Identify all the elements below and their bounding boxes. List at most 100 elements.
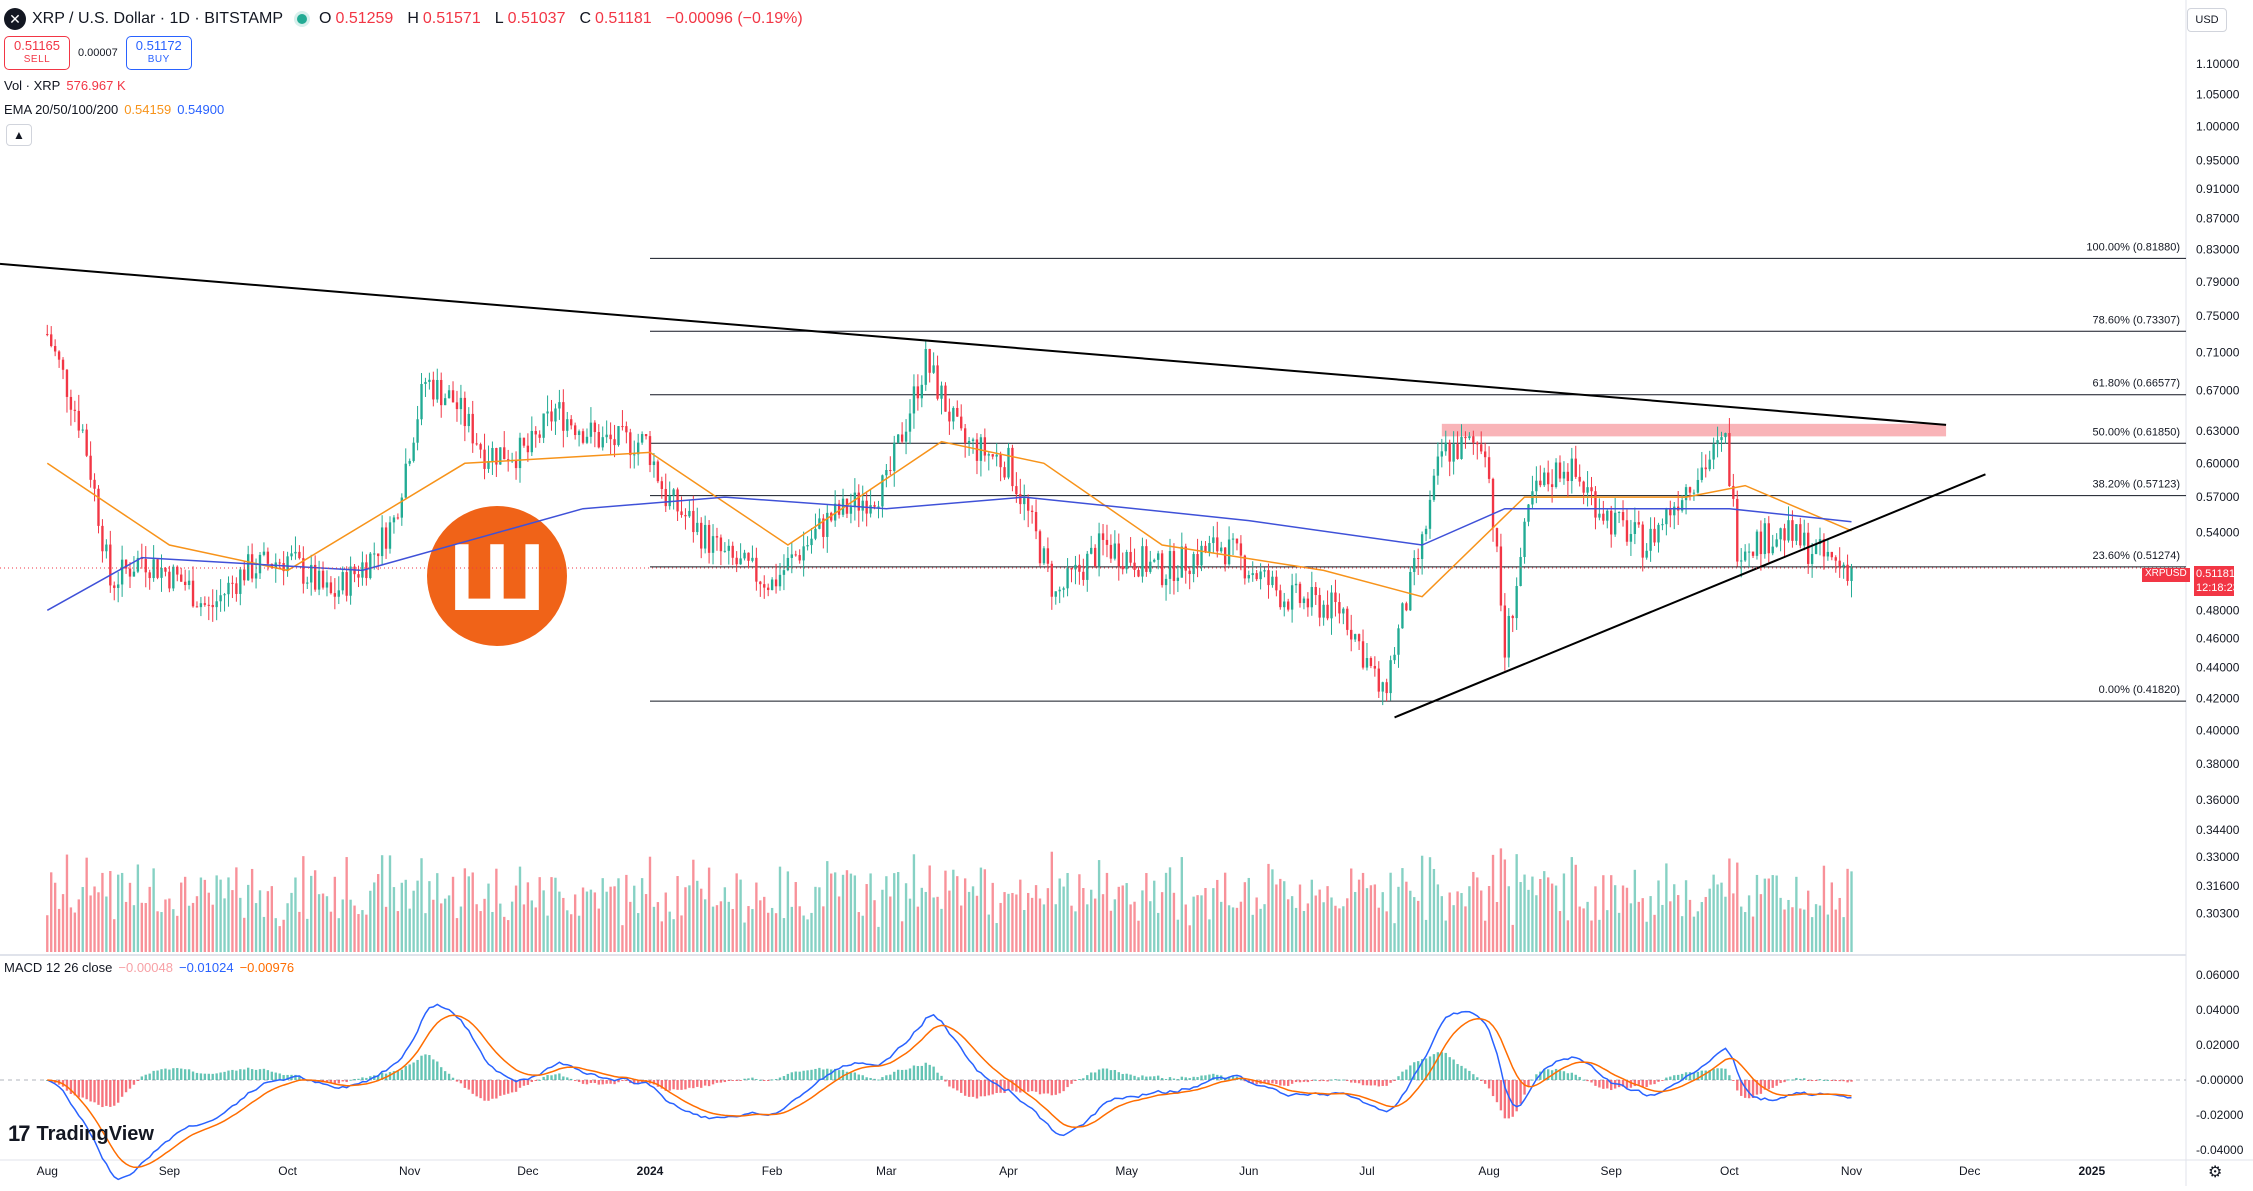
volume-bar (1602, 875, 1605, 952)
macd-histogram-bar (1543, 1069, 1546, 1080)
currency-button[interactable]: USD (2187, 8, 2227, 32)
candle-body (1487, 457, 1491, 479)
macd-histogram-bar (1157, 1075, 1160, 1080)
candle-body (644, 434, 648, 437)
macd-histogram-bar (270, 1071, 273, 1080)
x-tick-label: Apr (999, 1164, 1018, 1178)
macd-histogram-bar (1448, 1057, 1451, 1080)
volume-bar (164, 899, 167, 952)
collapse-legend-button[interactable]: ▲ (6, 124, 32, 146)
volume-bar (69, 907, 73, 952)
volume-bar (885, 876, 888, 952)
candle-body (731, 545, 734, 558)
candle-body (778, 574, 782, 587)
candle-body (916, 386, 920, 399)
candle-body (1093, 547, 1097, 567)
gear-icon[interactable]: ⚙ (2208, 1164, 2223, 1181)
y-tick-label: 0.33000 (2196, 850, 2240, 864)
macd-histogram-bar (562, 1076, 565, 1080)
volume-bar (830, 873, 833, 952)
macd-tick-label: -0.02000 (2196, 1108, 2244, 1122)
candle-body (648, 436, 652, 466)
macd-histogram-bar (1539, 1071, 1542, 1080)
macd-histogram-bar (357, 1078, 360, 1080)
volume-bar (995, 923, 998, 952)
volume-bar (113, 919, 116, 952)
candle-body (885, 470, 888, 476)
macd-histogram-bar (459, 1080, 463, 1084)
volume-bar (250, 868, 254, 952)
macd-histogram-bar (944, 1080, 947, 1082)
macd-histogram-bar (1007, 1080, 1010, 1090)
volume-bar (1775, 875, 1778, 952)
volume-bar (1803, 909, 1806, 952)
candle-body (440, 379, 443, 406)
macd-histogram-bar (1606, 1080, 1609, 1089)
candle-body (1578, 476, 1581, 482)
candle-body (451, 390, 455, 403)
macd-histogram-bar (1724, 1068, 1727, 1080)
candle-body (1594, 491, 1597, 518)
macd-histogram-bar (703, 1080, 707, 1086)
macd-histogram-bar (1011, 1080, 1014, 1091)
macd-histogram-bar (1669, 1076, 1672, 1080)
candle-body (337, 590, 340, 597)
candle-body (1747, 551, 1751, 553)
candle-body (585, 436, 589, 443)
volume-legend[interactable]: Vol · XRP 576.967 K (4, 78, 126, 93)
y-tick-label: 0.30300 (2196, 906, 2240, 920)
volume-bar (818, 887, 821, 952)
macd-histogram-bar (1775, 1080, 1778, 1086)
volume-bar (1062, 886, 1065, 952)
volume-bar (1365, 888, 1369, 952)
macd-histogram-bar (227, 1070, 230, 1080)
candle-body (1373, 665, 1377, 669)
macd-histogram-bar (408, 1064, 411, 1080)
candle-body (333, 593, 337, 597)
macd-histogram-bar (120, 1080, 124, 1097)
buy-button[interactable]: 0.51172 BUY (125, 36, 192, 70)
volume-bar (963, 878, 967, 952)
candle-body (833, 503, 837, 521)
volume-bar (1787, 899, 1790, 952)
candle-body (656, 461, 660, 482)
tradingview-logo[interactable]: 17 TradingView (8, 1121, 154, 1146)
sell-button[interactable]: 0.51165 SELL (4, 36, 70, 70)
macd-histogram-bar (1290, 1080, 1294, 1084)
ema-legend[interactable]: EMA 20/50/100/200 0.54159 0.54900 (4, 102, 225, 117)
volume-bar (1342, 906, 1345, 952)
candle-body (727, 545, 730, 551)
macd-histogram-bar (420, 1055, 423, 1080)
candle-body (1547, 472, 1550, 485)
candle-body (262, 551, 266, 555)
volume-bar (384, 906, 388, 952)
macd-histogram-bar (1330, 1079, 1333, 1081)
macd-histogram-bar (424, 1054, 427, 1080)
macd-histogram-bar (987, 1080, 990, 1096)
symbol-title[interactable]: XRP / U.S. Dollar · 1D · BITSTAMP (32, 10, 284, 27)
macd-histogram-bar (1523, 1080, 1526, 1095)
candle-body (298, 551, 301, 559)
volume-bar (317, 894, 321, 952)
candle-body (1621, 512, 1625, 521)
macd-legend[interactable]: MACD 12 26 close −0.00048 −0.01024 −0.00976 (4, 960, 295, 975)
volume-bar (1716, 884, 1719, 952)
volume-bar (573, 894, 577, 952)
candle-body (1058, 589, 1061, 592)
candle-body (120, 559, 124, 585)
macd-histogram-bar (861, 1075, 864, 1080)
candle-body (136, 557, 140, 572)
candle-body (412, 442, 415, 461)
y-tick-label: 0.63000 (2196, 424, 2240, 438)
macd-histogram-bar (1314, 1079, 1317, 1081)
macd-histogram-bar (1121, 1073, 1124, 1080)
macd-histogram-bar (1350, 1080, 1353, 1083)
candle-body (1696, 479, 1700, 493)
macd-histogram-bar (491, 1080, 494, 1099)
volume-bar (1826, 914, 1830, 952)
candle-body (633, 454, 636, 456)
macd-histogram-bar (1507, 1080, 1510, 1119)
candle-body (904, 431, 908, 442)
